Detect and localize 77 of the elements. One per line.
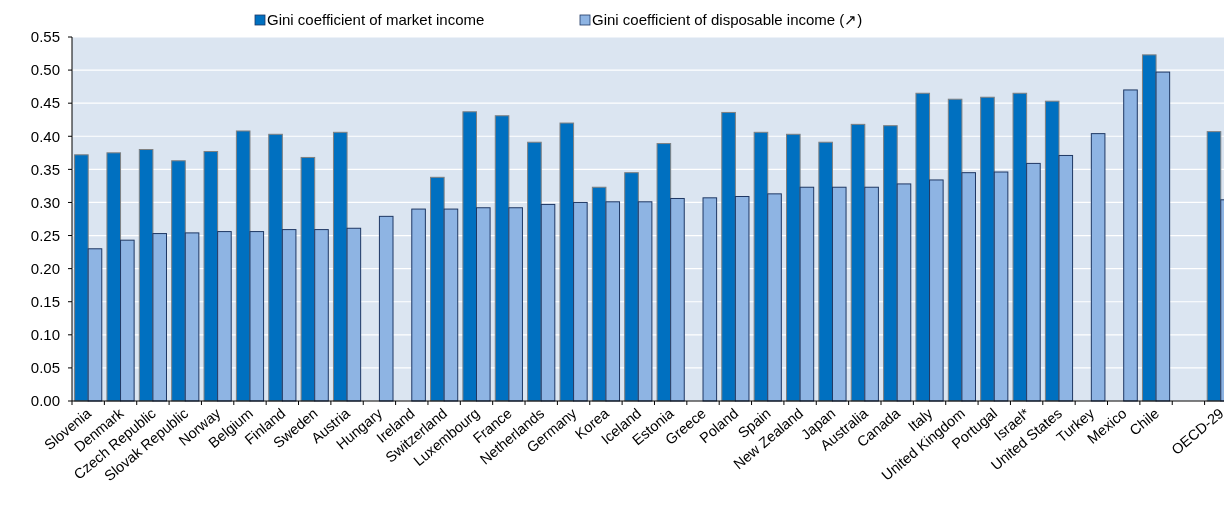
- y-tick-label: 0.15: [30, 292, 60, 310]
- bar: [993, 171, 1009, 402]
- bar: [850, 123, 866, 402]
- bar: [346, 227, 362, 402]
- bar: [670, 197, 685, 402]
- bar: [702, 197, 718, 402]
- bar: [1155, 71, 1171, 402]
- bar: [249, 231, 265, 402]
- bar: [203, 151, 219, 402]
- bar: [637, 201, 653, 402]
- bar: [120, 239, 135, 402]
- bar: [864, 186, 879, 402]
- bar: [540, 203, 556, 402]
- bar: [831, 186, 847, 402]
- bar: [138, 149, 154, 402]
- bar: [476, 207, 491, 402]
- bar: [915, 92, 931, 402]
- bar: [624, 172, 639, 402]
- bar: [152, 233, 167, 402]
- bar: [184, 232, 200, 402]
- bar: [268, 133, 283, 402]
- bar: [929, 179, 944, 402]
- bar: [721, 111, 736, 402]
- bar: [217, 231, 232, 402]
- bar: [883, 125, 898, 402]
- bar: [411, 208, 426, 402]
- bar: [656, 143, 672, 402]
- bar: [947, 98, 963, 402]
- y-tick-label: 0.25: [30, 226, 60, 244]
- bar: [171, 160, 186, 402]
- bar: [1090, 133, 1106, 402]
- y-tick-label: 0.10: [30, 326, 60, 344]
- bar: [980, 96, 995, 402]
- bar: [314, 229, 329, 402]
- bar: [74, 154, 89, 402]
- bar: [300, 156, 316, 402]
- bar: [1012, 92, 1028, 402]
- bar: [1123, 89, 1138, 402]
- y-tick-label: 0.35: [30, 160, 60, 178]
- x-tick-label: Chile: [1126, 405, 1162, 439]
- bar: [235, 130, 251, 402]
- y-tick-label: 0.30: [30, 193, 60, 211]
- bar: [443, 208, 459, 402]
- bar: [281, 229, 297, 402]
- y-tick-label: 0.50: [30, 61, 60, 79]
- bar: [734, 196, 750, 402]
- bar: [378, 215, 394, 402]
- bar: [494, 115, 510, 402]
- bar: [462, 111, 477, 402]
- bar: [332, 131, 348, 402]
- legend-label: Gini coefficient of market income: [267, 11, 485, 29]
- bar: [961, 172, 976, 402]
- bar: [430, 176, 445, 402]
- bar: [786, 133, 801, 402]
- y-tick-label: 0.05: [30, 359, 60, 377]
- bar: [1026, 162, 1041, 402]
- bar: [896, 183, 912, 402]
- bar: [767, 193, 782, 402]
- y-tick-label: 0.00: [30, 392, 60, 410]
- y-tick-label: 0.55: [30, 28, 60, 46]
- y-tick-label: 0.20: [30, 259, 60, 277]
- bar: [753, 131, 769, 402]
- bar: [106, 152, 122, 402]
- legend-label: Gini coefficient of disposable income (↗): [592, 11, 863, 29]
- bar: [87, 248, 103, 402]
- bar: [1044, 100, 1060, 402]
- bar: [508, 207, 523, 402]
- bar: [1206, 131, 1222, 402]
- bar: [1058, 154, 1074, 402]
- bar: [573, 201, 588, 402]
- bar: [818, 141, 833, 402]
- bar: [527, 141, 542, 402]
- bar: [799, 186, 815, 402]
- bar: [559, 122, 575, 402]
- bar: [605, 201, 621, 402]
- y-tick-label: 0.45: [30, 94, 60, 112]
- y-tick-label: 0.40: [30, 127, 60, 145]
